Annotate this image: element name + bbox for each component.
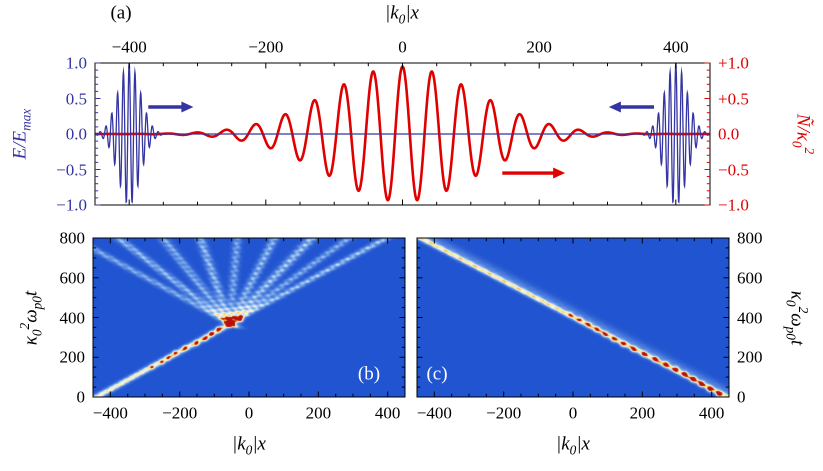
panel-a-label: (a): [110, 2, 132, 24]
panel-b-x-tick-label: 0: [244, 403, 254, 423]
panel-c-y-tick-label: 800: [737, 228, 763, 248]
panel-b-label: (b): [357, 363, 381, 385]
panel-b-y-tick-label: 600: [59, 268, 86, 288]
panel-b-yaxis-title: κ02ωp0t: [17, 290, 45, 346]
panel-a-waveform-plot: [95, 63, 710, 205]
panel-c-x-tick-label: 0: [568, 403, 578, 423]
panel-c-y-tick-label: 400: [737, 308, 763, 327]
panel-a-right-tick-label: −0.5: [718, 160, 749, 179]
panel-b-x-tick-label: −200: [162, 403, 198, 423]
panel-a-left-tick-label: 0.5: [65, 89, 87, 108]
panel-a-right-tick-label: +1.0: [718, 53, 749, 73]
panel-a-right-tick-label: +0.5: [718, 89, 749, 108]
panel-c-yaxis-title: κ02ωp0t: [783, 290, 811, 346]
panel-b-y-tick-label: 400: [59, 308, 86, 327]
panel-c-y-tick-label: 600: [737, 268, 763, 288]
panel-a-left-tick-label: −0.5: [56, 160, 87, 179]
panel-a-x-tick-label: 0: [398, 37, 407, 57]
panel-b-y-tick-label: 800: [59, 228, 86, 248]
panel-a-left-axis-title: E/Emax: [9, 108, 34, 160]
panel-b-y-tick-label: 200: [59, 347, 86, 367]
panel-c-y-tick-label: 200: [737, 347, 763, 367]
panel-b-x-tick-label: 200: [305, 403, 332, 423]
panel-a-right-tick-label: −1.0: [718, 195, 749, 215]
panel-c-xaxis-title: |k0|x: [556, 433, 590, 458]
panel-c-x-tick-label: −400: [416, 403, 452, 423]
panel-a-x-tick-label: 200: [526, 37, 552, 57]
panel-a-x-tick-label: −200: [248, 37, 284, 57]
panel-a-left-tick-label: 0.0: [65, 124, 87, 144]
panel-a-left-tick-label: −1.0: [56, 195, 87, 215]
panel-c-label: (c): [426, 363, 448, 385]
panel-a-left-tick-label: 1.0: [65, 53, 87, 73]
panel-c-x-tick-label: 400: [698, 403, 725, 423]
panel-b-x-tick-label: −400: [92, 403, 128, 423]
panel-b-xaxis-title: |k0|x: [232, 433, 266, 458]
panel-b-x-tick-label: 400: [374, 403, 401, 423]
panel-c-heatmap: [417, 238, 729, 397]
panel-a-x-tick-label: −400: [111, 37, 147, 57]
panel-c-x-tick-label: 200: [629, 403, 656, 423]
panel-b-y-tick-label: 0: [76, 387, 86, 407]
panel-c-x-tick-label: −200: [486, 403, 522, 423]
panel-a-x-tick-label: 400: [663, 37, 689, 57]
panel-c-y-tick-label: 0: [737, 387, 746, 407]
panel-a-xaxis-title: |k0|x: [385, 2, 419, 27]
panel-a-right-tick-label: 0.0: [718, 124, 740, 144]
panel-a-right-axis-title: Ñ/κ02: [789, 113, 817, 155]
